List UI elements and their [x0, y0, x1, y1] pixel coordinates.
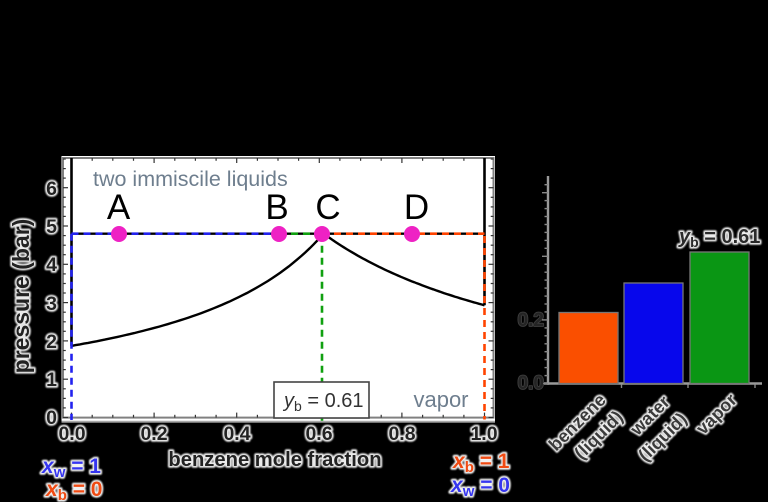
svg-text:1.0: 1.0 — [470, 423, 497, 445]
svg-text:xw = 0: xw = 0 — [450, 474, 510, 500]
svg-text:0: 0 — [46, 407, 57, 429]
svg-text:B: B — [265, 188, 288, 227]
svg-text:yb = 0.61: yb = 0.61 — [678, 226, 760, 250]
svg-text:4: 4 — [46, 254, 57, 276]
svg-text:0: 0 — [46, 407, 57, 429]
svg-text:xb = 0: xb = 0 — [45, 478, 102, 502]
svg-text:xb = 1: xb = 1 — [452, 450, 510, 476]
svg-text:vapor: vapor — [692, 390, 741, 439]
svg-text:6: 6 — [46, 178, 57, 200]
svg-text:0.4: 0.4 — [223, 423, 250, 445]
svg-text:3: 3 — [46, 293, 57, 315]
svg-text:4: 4 — [46, 254, 57, 276]
svg-text:vapor: vapor — [413, 387, 468, 412]
svg-text:0.0: 0.0 — [518, 373, 544, 394]
svg-text:0.2: 0.2 — [518, 310, 544, 331]
svg-text:yb = 0.61: yb = 0.61 — [678, 226, 760, 250]
svg-text:0.6: 0.6 — [305, 423, 332, 445]
svg-text:xw = 1: xw = 1 — [41, 455, 101, 481]
svg-text:0.0: 0.0 — [58, 423, 85, 445]
svg-text:C: C — [315, 188, 340, 227]
svg-text:0.4: 0.4 — [223, 423, 250, 445]
svg-text:xb = 1: xb = 1 — [452, 450, 510, 476]
svg-text:pressure (bar): pressure (bar) — [8, 219, 34, 374]
svg-text:0.8: 0.8 — [388, 423, 415, 445]
svg-text:pressure (bar): pressure (bar) — [8, 219, 34, 374]
svg-text:6: 6 — [46, 178, 57, 200]
svg-text:1.0: 1.0 — [470, 423, 497, 445]
svg-text:yb = 0.61: yb = 0.61 — [282, 390, 364, 414]
svg-text:0.0: 0.0 — [58, 423, 85, 445]
svg-text:A: A — [107, 188, 131, 227]
svg-text:xw = 1: xw = 1 — [41, 455, 101, 481]
svg-text:0.6: 0.6 — [305, 423, 332, 445]
svg-text:1: 1 — [46, 369, 57, 391]
svg-text:0.8: 0.8 — [388, 423, 415, 445]
svg-text:2: 2 — [46, 331, 57, 353]
svg-text:2: 2 — [46, 331, 57, 353]
svg-text:benzene mole fraction: benzene mole fraction — [168, 449, 381, 471]
svg-text:D: D — [404, 188, 429, 227]
svg-text:3: 3 — [46, 293, 57, 315]
svg-text:0.2: 0.2 — [140, 423, 167, 445]
svg-text:two immiscile liquids: two immiscile liquids — [93, 167, 288, 191]
svg-text:5: 5 — [46, 216, 57, 238]
svg-text:benzene mole fraction: benzene mole fraction — [168, 449, 381, 471]
svg-text:xw = 0: xw = 0 — [450, 474, 510, 500]
svg-text:5: 5 — [46, 216, 57, 238]
svg-text:0.2: 0.2 — [140, 423, 167, 445]
svg-text:1: 1 — [46, 369, 57, 391]
svg-text:xb = 0: xb = 0 — [45, 478, 102, 502]
